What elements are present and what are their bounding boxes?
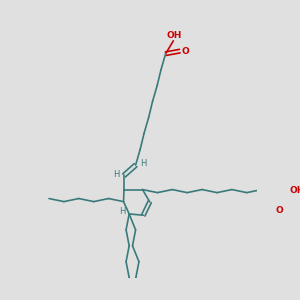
Text: OH: OH	[290, 186, 300, 195]
Text: O: O	[182, 46, 189, 56]
Text: H: H	[120, 207, 126, 216]
Text: H: H	[113, 169, 119, 178]
Text: OH: OH	[167, 31, 182, 40]
Text: O: O	[275, 206, 283, 215]
Text: H: H	[140, 159, 146, 168]
